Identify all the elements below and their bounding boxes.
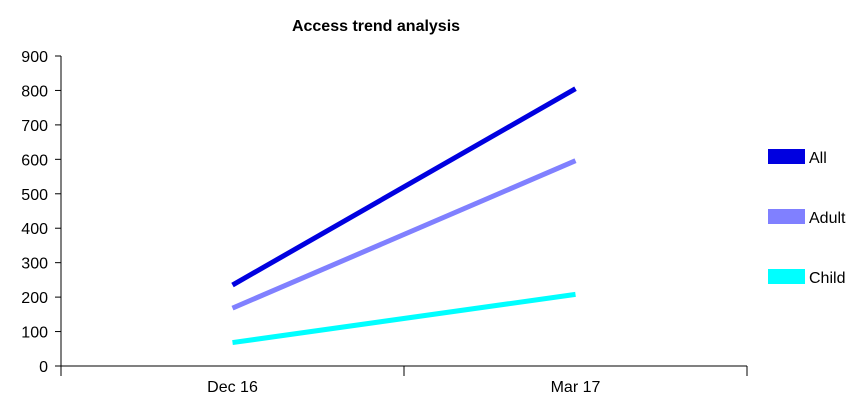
y-tick-label: 600 xyxy=(21,152,48,169)
legend-swatch-adult xyxy=(768,209,805,224)
legend-label: Adult xyxy=(809,210,846,227)
y-tick-label: 0 xyxy=(39,359,48,376)
y-tick-label: 500 xyxy=(21,187,48,204)
legend-label: Child xyxy=(809,270,845,287)
chart-title: Access trend analysis xyxy=(292,18,460,35)
y-tick-label: 200 xyxy=(21,290,48,307)
series-line-all xyxy=(231,86,577,288)
axes: 0 100 200 300 400 500 600 700 800 900 Dec 16 Mar 17 xyxy=(21,49,748,396)
y-tick-label: 400 xyxy=(21,221,48,238)
legend-label: All xyxy=(809,150,827,167)
y-tick-label: 100 xyxy=(21,325,48,342)
y-tick-label: 700 xyxy=(21,118,48,135)
legend: All Adult Child xyxy=(768,149,846,287)
series-line-child xyxy=(232,291,576,346)
series-line-adult xyxy=(231,158,577,311)
y-tick-label: 800 xyxy=(21,83,48,100)
x-tick-label: Mar 17 xyxy=(551,379,601,396)
legend-swatch-child xyxy=(768,269,805,284)
y-tick-label: 900 xyxy=(21,49,48,66)
y-tick-label: 300 xyxy=(21,256,48,273)
x-tick-label: Dec 16 xyxy=(207,379,258,396)
legend-swatch-all xyxy=(768,149,805,164)
series-lines xyxy=(231,86,577,346)
